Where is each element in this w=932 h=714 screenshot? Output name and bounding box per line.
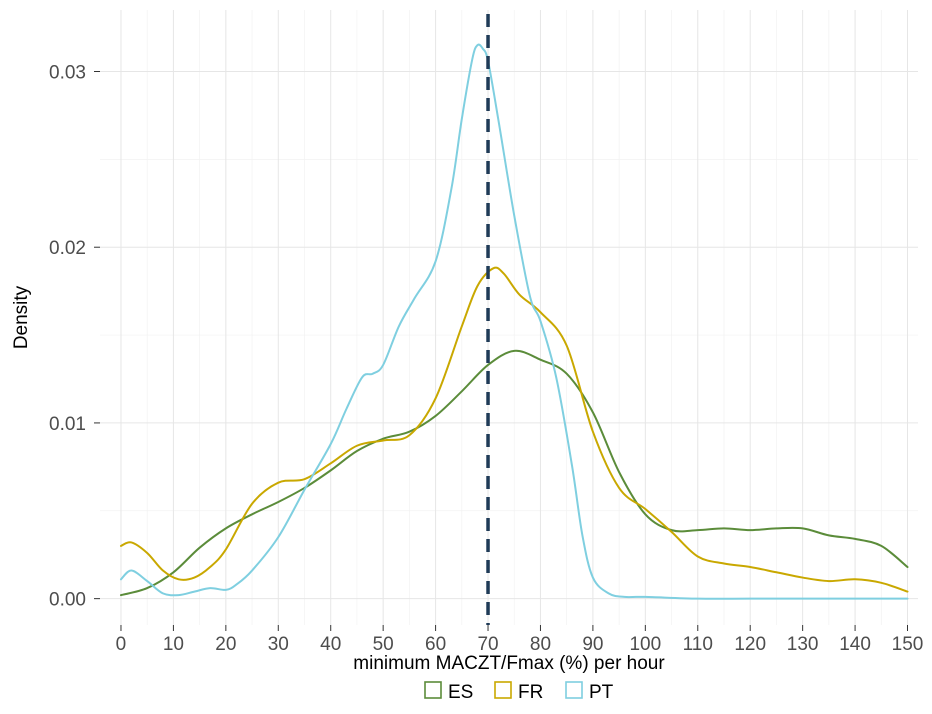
y-tick-label: 0.01	[49, 414, 86, 435]
axis-layer: 0 10 20 30 40 50 60 70 80 90 100 110 120 130 140 150 0.0…	[49, 63, 923, 656]
legend-label-fr: FR	[518, 682, 543, 703]
x-tick-label: 10	[163, 634, 184, 655]
legend-label-pt: PT	[589, 682, 614, 703]
x-tick-label: 20	[215, 634, 236, 655]
legend-label-es: ES	[448, 682, 473, 703]
legend-key-es	[424, 681, 442, 699]
x-tick-label: 100	[629, 634, 661, 655]
x-tick-label: 40	[320, 634, 341, 655]
y-tick-label: 0.03	[49, 63, 86, 84]
x-tick-label: 50	[373, 634, 394, 655]
x-tick-label: 90	[582, 634, 603, 655]
y-tick-label: 0.00	[49, 590, 86, 611]
legend: ES FR PT	[424, 681, 614, 703]
x-tick-label: 140	[839, 634, 871, 655]
x-tick-label: 130	[787, 634, 819, 655]
x-tick-label: 150	[892, 634, 924, 655]
x-tick-label: 0	[116, 634, 127, 655]
x-tick-label: 70	[477, 634, 498, 655]
y-tick-label: 0.02	[49, 238, 86, 259]
x-axis-title: minimum MACZT/Fmax (%) per hour	[353, 653, 665, 674]
series-line-pt	[119, 43, 909, 600]
legend-key-fr	[494, 681, 512, 699]
series-line-es	[119, 349, 909, 597]
y-axis-title: Density	[11, 285, 32, 349]
x-tick-label: 110	[683, 634, 713, 655]
x-tick-label: 120	[734, 634, 766, 655]
legend-key-pt	[565, 681, 583, 699]
x-tick-label: 60	[425, 634, 446, 655]
grid-layer	[100, 10, 918, 625]
x-tick-label: 30	[268, 634, 289, 655]
x-tick-label: 80	[530, 634, 551, 655]
